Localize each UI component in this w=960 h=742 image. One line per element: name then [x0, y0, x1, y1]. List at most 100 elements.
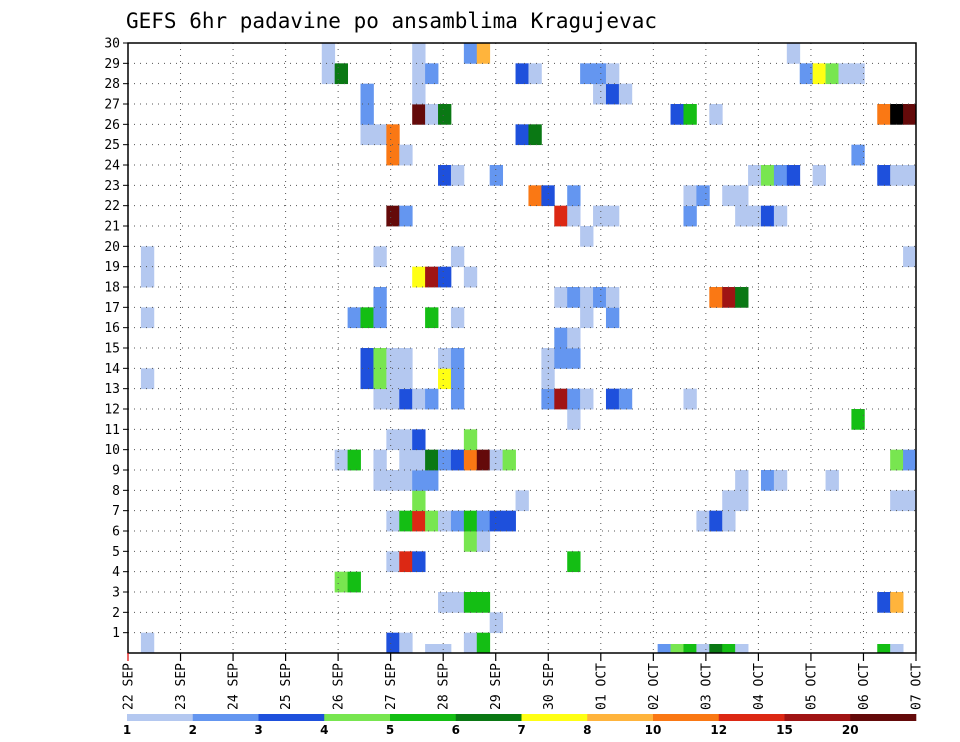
- data-cell: [463, 43, 478, 64]
- colorbar-label: 7: [517, 723, 525, 737]
- data-cells: [140, 43, 917, 654]
- x-tick-label: 04 OCT: [752, 663, 767, 710]
- data-cell: [140, 246, 155, 268]
- data-cell: [773, 470, 788, 491]
- y-tick-label: 17: [104, 301, 120, 316]
- data-cell: [618, 388, 633, 410]
- data-cell: [450, 510, 465, 532]
- data-cell: [476, 592, 491, 613]
- y-axis: 1234567891011121314151617181920212223242…: [104, 37, 128, 641]
- data-cell: [360, 124, 374, 146]
- data-cell: [709, 104, 723, 125]
- colorbar-swatch: [192, 714, 259, 721]
- data-cell: [838, 63, 852, 85]
- data-cell: [541, 388, 555, 410]
- y-tick-label: 25: [104, 138, 120, 153]
- data-cell: [334, 571, 349, 593]
- data-cell: [890, 165, 904, 186]
- data-cell: [903, 246, 917, 268]
- data-cell: [412, 510, 426, 532]
- data-cell: [399, 429, 413, 451]
- y-tick-label: 28: [104, 77, 120, 92]
- x-tick-label: 29 SEP: [489, 663, 504, 710]
- data-cell: [567, 551, 581, 573]
- y-tick-label: 16: [104, 321, 120, 336]
- data-cell: [412, 449, 426, 471]
- y-tick-label: 3: [112, 586, 120, 601]
- data-cell: [476, 43, 491, 64]
- colorbar-swatch: [653, 714, 720, 721]
- data-cell: [567, 409, 581, 430]
- data-cell: [670, 104, 684, 125]
- data-cell: [618, 83, 633, 105]
- data-cell: [773, 165, 788, 186]
- data-cell: [438, 368, 452, 390]
- y-tick-label: 9: [112, 464, 120, 479]
- x-tick-label: 22 SEP: [122, 663, 137, 710]
- data-cell: [903, 449, 917, 471]
- y-tick-label: 26: [104, 118, 120, 133]
- x-tick-label: 01 OCT: [594, 663, 609, 710]
- data-cell: [438, 165, 452, 186]
- data-cell: [425, 449, 439, 471]
- y-tick-label: 5: [112, 545, 120, 560]
- x-tick-label: 03 OCT: [699, 663, 714, 710]
- y-tick-label: 24: [104, 159, 120, 174]
- data-cell: [386, 144, 400, 166]
- y-tick-label: 1: [112, 626, 120, 641]
- x-tick-label: 25 SEP: [279, 663, 294, 710]
- data-cell: [450, 368, 465, 390]
- data-cell: [567, 348, 581, 369]
- data-cell: [799, 63, 814, 85]
- data-cell: [463, 531, 478, 552]
- data-cell: [722, 510, 736, 532]
- y-tick-label: 22: [104, 199, 120, 214]
- data-cell: [334, 449, 349, 471]
- data-cell: [463, 429, 478, 451]
- y-tick-label: 27: [104, 98, 120, 113]
- data-cell: [554, 388, 568, 410]
- data-cell: [140, 307, 155, 329]
- colorbar-swatch: [718, 714, 785, 721]
- data-cell: [890, 490, 904, 512]
- data-cell: [735, 287, 749, 308]
- x-tick-label: 23 SEP: [174, 663, 189, 710]
- data-cell: [554, 327, 568, 349]
- colorbar-label: 20: [842, 723, 859, 737]
- data-cell: [476, 449, 491, 471]
- colorbar-swatch: [324, 714, 391, 721]
- data-cell: [567, 185, 581, 207]
- colorbar-label: 10: [645, 723, 662, 737]
- data-cell: [709, 287, 723, 308]
- y-tick-label: 13: [104, 382, 120, 397]
- data-cell: [502, 510, 516, 532]
- data-cell: [425, 470, 439, 491]
- data-cell: [360, 83, 374, 105]
- data-cell: [373, 348, 387, 369]
- x-axis: 22 SEP 23 SEP 24 SEP 25 SEP 26 SEP 27 SEP 28 S…: [122, 653, 925, 710]
- data-cell: [554, 205, 568, 227]
- data-cell: [360, 307, 374, 329]
- data-cell: [438, 449, 452, 471]
- data-cell: [760, 165, 775, 186]
- data-cell: [373, 470, 387, 491]
- data-cell: [709, 510, 723, 532]
- data-cell: [321, 63, 336, 85]
- data-cell: [412, 43, 426, 64]
- x-tick-label: 24 SEP: [227, 663, 242, 710]
- data-cell: [412, 388, 426, 410]
- data-cell: [425, 644, 439, 653]
- data-cell: [373, 368, 387, 390]
- y-tick-label: 7: [112, 504, 120, 519]
- data-cell: [386, 470, 400, 491]
- data-cell: [399, 205, 413, 227]
- data-cell: [373, 124, 387, 146]
- data-cell: [890, 644, 904, 653]
- data-cell: [722, 644, 736, 653]
- data-cell: [321, 43, 336, 64]
- data-cell: [425, 388, 439, 410]
- colorbar-swatch: [390, 714, 457, 721]
- data-cell: [605, 205, 620, 227]
- colorbar-label: 15: [776, 723, 793, 737]
- data-cell: [386, 551, 400, 573]
